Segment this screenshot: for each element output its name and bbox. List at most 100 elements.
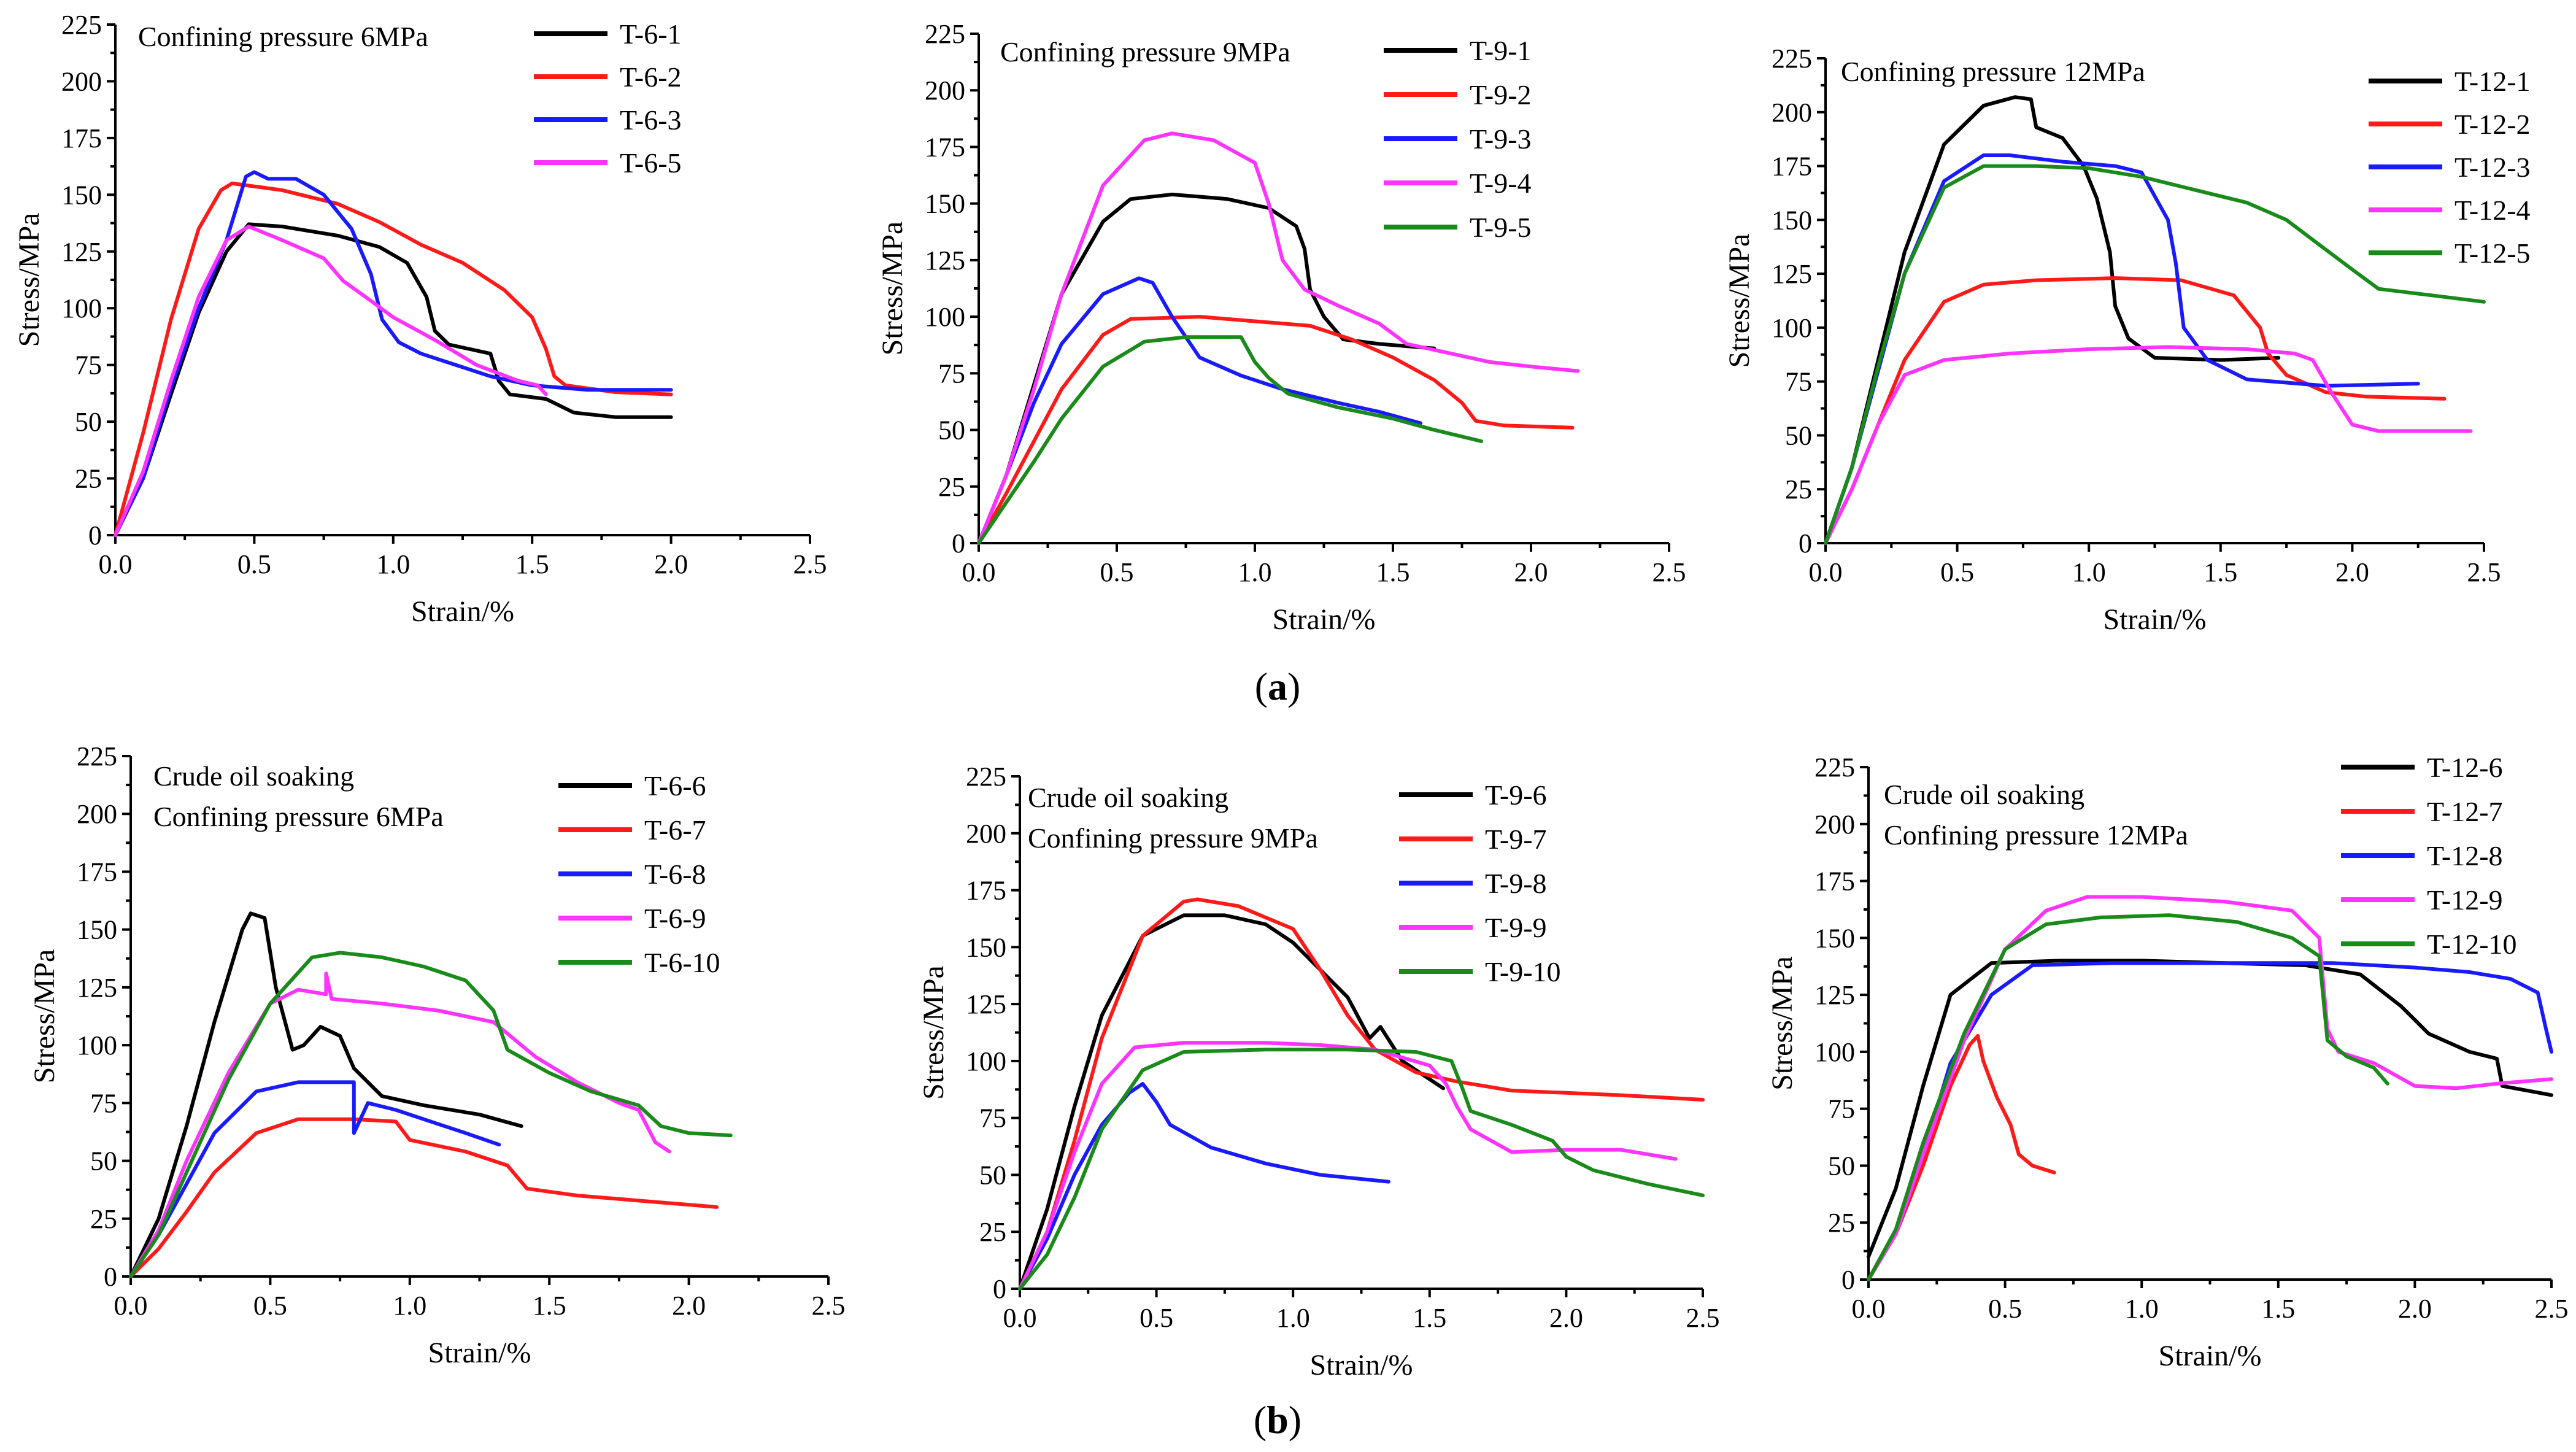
legend-label-T-6-6: T-6-6: [644, 770, 706, 801]
legend-label-T-6-9: T-6-9: [644, 903, 706, 934]
series-line-T-12-8: [1867, 961, 2553, 1281]
caption-close-paren: ): [1289, 1398, 1301, 1442]
y-tick-label: 25: [75, 464, 102, 494]
series-line-T-12-4: [1824, 345, 2473, 545]
axis-lines: [1824, 58, 2484, 544]
legend-label-T-9-3: T-9-3: [1470, 123, 1532, 155]
x-tick-label: 2.5: [1686, 1303, 1720, 1333]
series-line-T-12-2: [1824, 276, 2447, 545]
x-tick-label: 0.5: [1100, 557, 1134, 587]
legend-label-T-12-8: T-12-8: [2427, 840, 2503, 871]
legend-label-T-6-1: T-6-1: [620, 18, 682, 50]
y-tick-label: 200: [1814, 809, 1855, 840]
x-tick-label: 2.5: [2535, 1294, 2569, 1324]
y-tick-label: 75: [979, 1103, 1006, 1133]
x-tick-label: 1.0: [2125, 1294, 2159, 1324]
x-axis-label: Strain/%: [2104, 603, 2207, 636]
y-tick-label: 125: [77, 973, 117, 1003]
axis-lines: [129, 756, 828, 1278]
series-line-T-6-8: [129, 1080, 501, 1278]
y-tick-label: 200: [925, 75, 965, 106]
y-tick-label: 50: [75, 407, 102, 437]
x-tick-label: 2.5: [793, 549, 827, 579]
x-tick-label: 1.5: [1376, 557, 1410, 587]
y-tick-label: 25: [938, 472, 965, 502]
x-tick-label: 1.0: [376, 549, 410, 579]
series-line-T-6-10: [129, 951, 733, 1278]
legend-label-T-6-7: T-6-7: [644, 814, 706, 846]
caption-letter: a: [1268, 665, 1287, 708]
legend-label-T-9-1: T-9-1: [1470, 35, 1532, 66]
legend-label-T-6-10: T-6-10: [644, 947, 720, 978]
axis-lines: [978, 34, 1669, 544]
y-tick-label: 50: [1785, 420, 1812, 450]
y-tick-label: 200: [61, 66, 102, 96]
x-axis-label: Strain/%: [1310, 1349, 1413, 1381]
y-tick-label: 0: [1799, 528, 1812, 558]
y-tick-label: 175: [966, 876, 1006, 906]
y-tick-label: 0: [952, 528, 965, 558]
y-tick-label: 75: [75, 350, 102, 380]
x-tick-label: 2.0: [2398, 1294, 2432, 1324]
legend-label-T-12-4: T-12-4: [2455, 195, 2531, 226]
series-line-T-12-5: [1824, 164, 2486, 545]
y-tick-label: 150: [1814, 923, 1855, 953]
series-line-T-12-10: [1867, 913, 2389, 1281]
x-tick-label: 2.0: [2335, 557, 2369, 587]
series-line-T-9-8: [1018, 1082, 1390, 1291]
y-tick-label: 50: [938, 415, 965, 446]
series-line-T-6-2: [114, 181, 673, 537]
x-axis-label: Strain/%: [428, 1337, 531, 1369]
chart-annotation: Confining pressure 9MPa: [1028, 822, 1318, 854]
y-tick-label: 50: [979, 1160, 1006, 1190]
series-line-T-9-1: [977, 192, 1436, 545]
series-line-T-9-4: [977, 131, 1580, 545]
series-line-T-9-9: [1018, 1041, 1678, 1291]
legend-label-T-6-5: T-6-5: [620, 147, 682, 179]
legend-label-T-9-4: T-9-4: [1470, 168, 1532, 199]
series-line-T-12-6: [1867, 959, 2553, 1259]
x-tick-label: 0.5: [237, 549, 271, 579]
x-tick-label: 1.0: [1276, 1303, 1310, 1333]
x-tick-label: 0.0: [962, 557, 996, 587]
y-tick-label: 125: [61, 237, 102, 267]
y-tick-label: 150: [61, 180, 102, 210]
legend-label-T-12-3: T-12-3: [2455, 152, 2531, 183]
y-tick-label: 175: [925, 132, 965, 162]
x-tick-label: 0.0: [1003, 1303, 1037, 1333]
y-tick-label: 225: [77, 741, 117, 771]
legend-label-T-9-7: T-9-7: [1485, 824, 1547, 855]
x-tick-label: 0.5: [1140, 1303, 1173, 1333]
y-tick-label: 75: [1785, 367, 1812, 397]
series-line-T-6-9: [129, 971, 671, 1278]
y-tick-label: 125: [925, 245, 965, 276]
x-tick-label: 0.0: [114, 1291, 148, 1321]
figure-caption: (a): [1255, 665, 1301, 708]
y-tick-label: 175: [77, 857, 117, 887]
series-line-T-12-7: [1867, 1033, 2056, 1281]
chart-panel-a-1: 0 25 50 75 100 125 150 175 200 225 0.0 0.5 1.0 1.5 2.0…: [13, 10, 827, 628]
axis-lines: [114, 25, 810, 536]
x-tick-label: 0.0: [1852, 1294, 1886, 1324]
y-axis-label: Stress/MPa: [917, 965, 950, 1100]
y-tick-label: 125: [1814, 980, 1855, 1010]
y-tick-label: 75: [938, 358, 965, 388]
legend-label-T-12-1: T-12-1: [2455, 66, 2531, 97]
caption-letter: b: [1267, 1398, 1289, 1442]
x-tick-label: 0.5: [1988, 1294, 2022, 1324]
y-tick-label: 25: [979, 1217, 1006, 1247]
chart-annotation: Crude oil soaking: [153, 760, 354, 792]
x-tick-label: 1.5: [1413, 1303, 1446, 1333]
y-axis-label: Stress/MPa: [13, 213, 45, 347]
legend-label-T-12-5: T-12-5: [2455, 237, 2531, 269]
x-tick-label: 2.0: [1549, 1303, 1583, 1333]
x-tick-label: 1.0: [2072, 557, 2106, 587]
y-tick-label: 225: [925, 19, 965, 49]
y-tick-label: 175: [1814, 867, 1855, 897]
y-tick-label: 100: [1814, 1037, 1855, 1067]
x-tick-label: 1.5: [533, 1291, 566, 1321]
legend-label-T-9-9: T-9-9: [1485, 912, 1547, 943]
chart-annotation: Confining pressure 12MPa: [1841, 56, 2145, 87]
y-tick-label: 25: [90, 1204, 117, 1234]
chart-annotation: Confining pressure 12MPa: [1884, 819, 2188, 851]
